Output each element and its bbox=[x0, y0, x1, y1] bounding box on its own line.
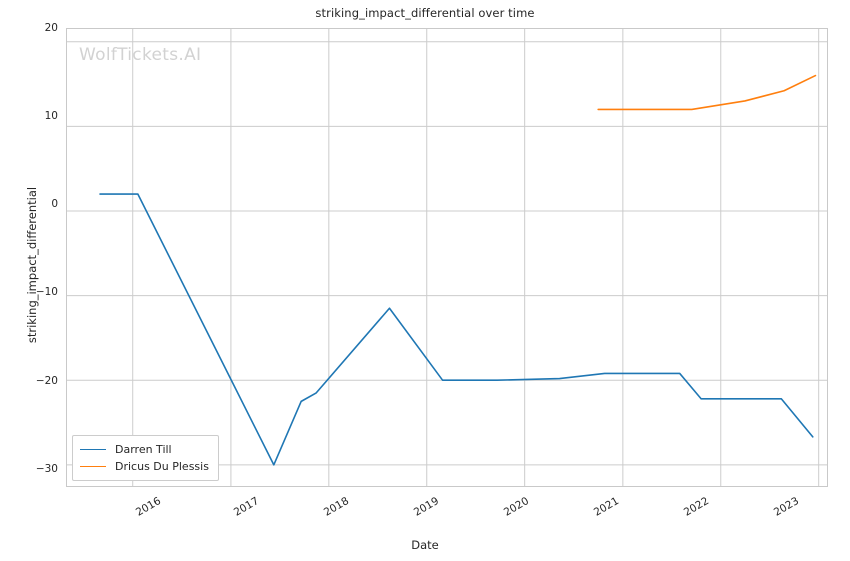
legend-item[interactable]: Darren Till bbox=[80, 441, 209, 458]
x-tick-label: 2016 bbox=[133, 495, 163, 519]
plot-area: WolfTickets.AI bbox=[66, 28, 828, 487]
x-tick-label: 2022 bbox=[681, 495, 711, 519]
x-tick-label: 2020 bbox=[501, 495, 531, 519]
y-axis-ticks: 20 10 0 −10 −20 −30 bbox=[0, 0, 58, 561]
y-tick-label: −30 bbox=[35, 463, 58, 475]
y-tick-label: 10 bbox=[44, 110, 58, 122]
series-line bbox=[597, 74, 817, 111]
x-axis-label: Date bbox=[411, 538, 439, 552]
legend: Darren Till Dricus Du Plessis bbox=[72, 435, 219, 481]
legend-color-swatch bbox=[80, 466, 106, 467]
x-tick-label: 2021 bbox=[591, 495, 621, 519]
gridlines bbox=[67, 29, 827, 486]
series-line bbox=[99, 193, 814, 466]
y-tick-label: −10 bbox=[35, 286, 58, 298]
legend-label: Dricus Du Plessis bbox=[115, 460, 209, 473]
legend-item[interactable]: Dricus Du Plessis bbox=[80, 458, 209, 475]
y-tick-label: 0 bbox=[51, 198, 58, 210]
data-series-group bbox=[99, 74, 817, 466]
y-tick-label: −20 bbox=[35, 375, 58, 387]
y-axis-label: striking_impact_differential bbox=[25, 186, 39, 344]
y-tick-label: 20 bbox=[44, 22, 58, 34]
x-tick-label: 2017 bbox=[231, 495, 261, 519]
legend-color-swatch bbox=[80, 449, 106, 450]
x-tick-label: 2018 bbox=[321, 495, 351, 519]
chart-title: striking_impact_differential over time bbox=[315, 6, 535, 20]
x-tick-label: 2019 bbox=[411, 495, 441, 519]
x-tick-label: 2023 bbox=[771, 495, 801, 519]
legend-label: Darren Till bbox=[115, 443, 172, 456]
plot-canvas bbox=[67, 29, 827, 486]
